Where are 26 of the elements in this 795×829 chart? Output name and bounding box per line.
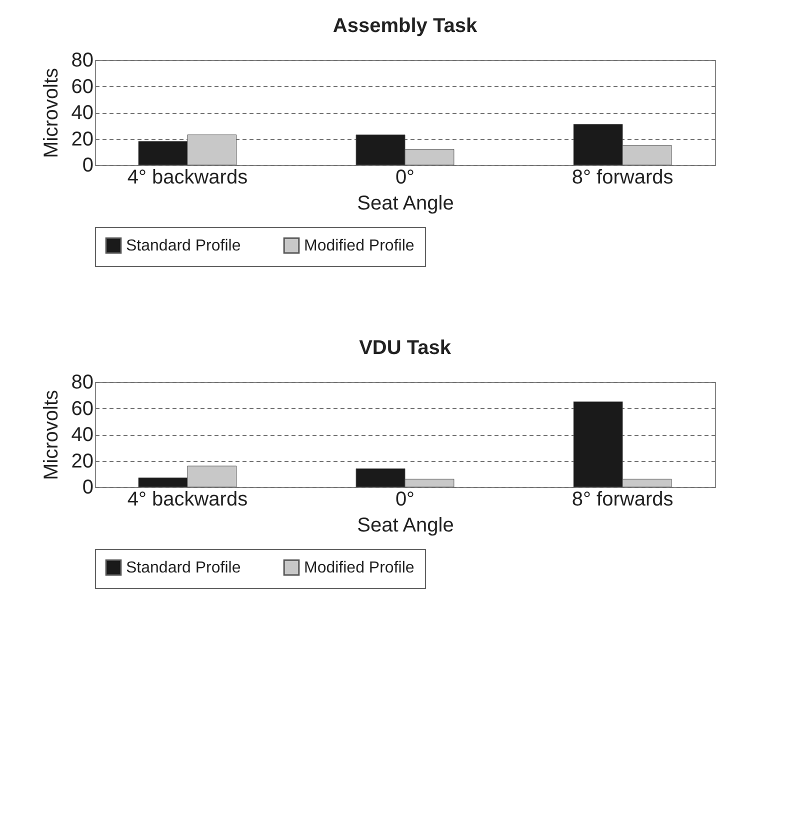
chart-title: Assembly Task	[332, 15, 478, 37]
y-tick-label: 60	[71, 398, 94, 420]
y-axis-title: Microvolts	[40, 68, 62, 158]
y-tick-label: 0	[82, 476, 94, 498]
y-tick-label: 20	[71, 450, 94, 472]
legend-label: Standard Profile	[126, 238, 241, 255]
x-tick-label: 8° forwards	[572, 166, 674, 188]
y-tick-label: 0	[82, 154, 94, 176]
legend-label: Standard Profile	[126, 560, 241, 577]
x-axis-title: Seat Angle	[357, 514, 454, 536]
y-tick-label: 80	[71, 372, 94, 394]
x-tick-label: 0°	[395, 488, 415, 510]
x-axis-title: Seat Angle	[357, 192, 454, 214]
y-tick-label: 80	[71, 50, 94, 72]
x-tick-label: 4° backwards	[127, 488, 248, 510]
x-tick-label: 4° backwards	[127, 166, 248, 188]
x-tick-label: 8° forwards	[572, 488, 674, 510]
y-axis-title: Microvolts	[40, 390, 62, 480]
chart-title: VDU Task	[359, 337, 452, 359]
legend-label: Modified Profile	[304, 238, 414, 255]
y-tick-label: 40	[71, 424, 94, 446]
y-tick-label: 60	[71, 76, 94, 98]
y-tick-label: 40	[71, 102, 94, 124]
legend-label: Modified Profile	[304, 560, 414, 577]
x-tick-label: 0°	[395, 166, 415, 188]
y-tick-label: 20	[71, 128, 94, 150]
